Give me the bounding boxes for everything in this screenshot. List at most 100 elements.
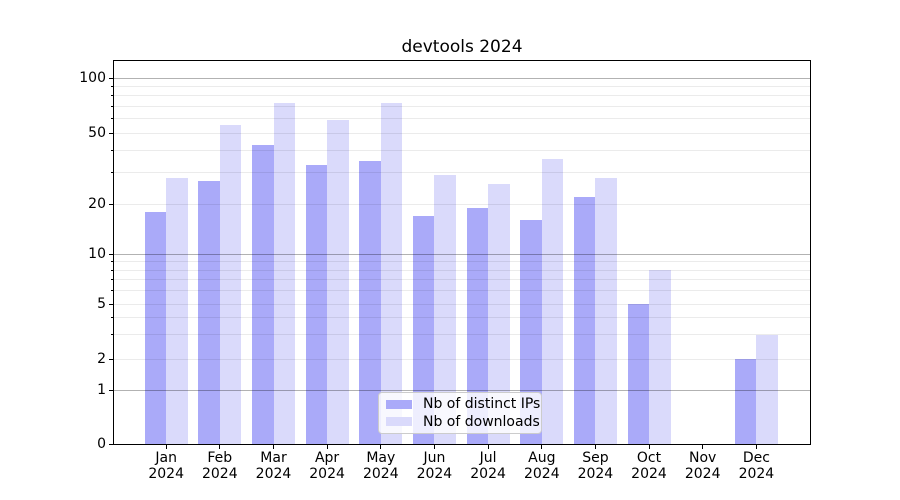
x-tick-label-year: 2024 xyxy=(148,466,184,482)
x-tick-label-year: 2024 xyxy=(255,466,292,482)
gridline-minor xyxy=(114,85,810,87)
y-tick-minor xyxy=(110,105,113,107)
y-tick-label: 10 xyxy=(88,246,106,262)
x-tick xyxy=(541,445,543,449)
y-tick-minor xyxy=(110,334,113,336)
y-tick-minor xyxy=(110,149,113,151)
x-tick-label-year: 2024 xyxy=(631,466,667,482)
gridline-minor xyxy=(114,95,810,97)
bar-distinct-ips xyxy=(305,165,328,444)
bar-distinct-ips xyxy=(466,207,489,444)
x-tick-label-month: Jun xyxy=(423,450,446,466)
x-tick xyxy=(755,445,757,449)
bar-distinct-ips xyxy=(359,160,381,444)
gridline-major xyxy=(114,77,810,79)
legend-item: Nb of downloads xyxy=(386,414,540,430)
y-tick-minor xyxy=(110,269,113,271)
legend-swatch xyxy=(386,399,412,409)
x-tick-label: Jun 2024 xyxy=(402,450,466,482)
x-tick xyxy=(165,445,167,449)
bar-downloads xyxy=(327,119,349,444)
x-tick xyxy=(594,445,596,449)
bar-distinct-ips xyxy=(573,196,596,444)
legend-item: Nb of distinct IPs xyxy=(386,396,540,412)
y-tick xyxy=(109,303,113,305)
gridline-minor xyxy=(114,290,810,292)
bar-distinct-ips xyxy=(734,359,757,444)
x-tick-label-year: 2024 xyxy=(738,466,775,482)
x-tick xyxy=(648,445,650,449)
y-tick-label: 1 xyxy=(97,382,106,398)
y-tick-minor xyxy=(110,85,113,87)
y-tick-minor xyxy=(110,95,113,97)
y-tick-label: 100 xyxy=(79,70,106,86)
x-tick xyxy=(433,445,435,449)
x-tick-label: Apr 2024 xyxy=(295,450,359,482)
gridline-minor xyxy=(114,303,810,305)
x-tick-label-month: Dec xyxy=(742,450,770,466)
x-tick-label: Mar 2024 xyxy=(242,450,306,482)
bar-distinct-ips xyxy=(252,144,274,444)
x-tick-label-year: 2024 xyxy=(309,466,345,482)
x-tick-label-year: 2024 xyxy=(201,466,238,482)
legend-item-label: Nb of distinct IPs xyxy=(423,396,541,413)
x-tick xyxy=(326,445,328,449)
y-tick xyxy=(109,443,113,445)
gridline-major xyxy=(114,253,810,255)
x-tick-label-month: Oct xyxy=(636,450,662,466)
gridline-minor xyxy=(114,334,810,336)
x-tick xyxy=(487,445,489,449)
y-tick xyxy=(109,253,113,255)
x-tick-label: Jul 2024 xyxy=(456,450,520,482)
y-tick-minor xyxy=(110,118,113,119)
x-tick-label-month: Jul xyxy=(479,450,497,466)
bar-distinct-ips xyxy=(412,215,435,444)
x-tick-label-month: Sep xyxy=(582,450,609,466)
x-tick-label: Oct 2024 xyxy=(617,450,681,482)
bar-downloads xyxy=(756,334,778,444)
bar-downloads xyxy=(649,270,671,444)
y-tick xyxy=(109,358,113,360)
x-tick-label-month: Nov xyxy=(689,450,717,466)
x-tick-label: May 2024 xyxy=(349,450,413,482)
bar-downloads xyxy=(595,177,617,444)
bar-downloads xyxy=(541,158,564,444)
gridline-major xyxy=(114,389,810,391)
y-tick-minor xyxy=(110,279,113,281)
x-tick-label-month: Apr xyxy=(314,450,340,466)
y-tick xyxy=(109,77,113,79)
x-tick-label-year: 2024 xyxy=(362,466,399,482)
x-tick-label-year: 2024 xyxy=(523,466,560,482)
gridline-minor xyxy=(114,118,810,119)
y-tick-minor xyxy=(110,290,113,292)
x-tick-label: Sep 2024 xyxy=(563,450,627,482)
x-tick-label-year: 2024 xyxy=(416,466,453,482)
plot-area xyxy=(109,60,811,449)
x-tick xyxy=(702,445,704,449)
bar-distinct-ips xyxy=(198,180,220,444)
gridline-minor xyxy=(114,261,810,263)
bar-distinct-ips xyxy=(520,220,542,444)
y-tick xyxy=(109,132,113,134)
y-tick-minor xyxy=(110,172,113,174)
bar-downloads xyxy=(434,175,456,444)
y-tick-label: 2 xyxy=(97,351,106,367)
gridline-minor xyxy=(114,279,810,281)
legend-swatch xyxy=(386,417,412,427)
legend-item-label: Nb of downloads xyxy=(423,413,540,430)
bar-downloads xyxy=(273,103,295,444)
bar-distinct-ips xyxy=(144,211,167,444)
gridline-minor xyxy=(114,172,810,174)
x-tick-label-year: 2024 xyxy=(577,466,614,482)
gridline-minor xyxy=(114,203,810,205)
chart-title: devtools 2024 xyxy=(401,37,523,57)
y-tick-minor xyxy=(110,261,113,263)
y-tick-label: 5 xyxy=(97,296,106,312)
gridline-minor xyxy=(114,105,810,107)
gridline-minor xyxy=(114,132,810,134)
x-tick-label-month: Feb xyxy=(207,450,233,466)
x-tick-label-month: Mar xyxy=(260,450,287,466)
y-tick-label: 0 xyxy=(97,436,106,452)
x-tick-label: Nov 2024 xyxy=(671,450,735,482)
x-tick xyxy=(273,445,274,449)
